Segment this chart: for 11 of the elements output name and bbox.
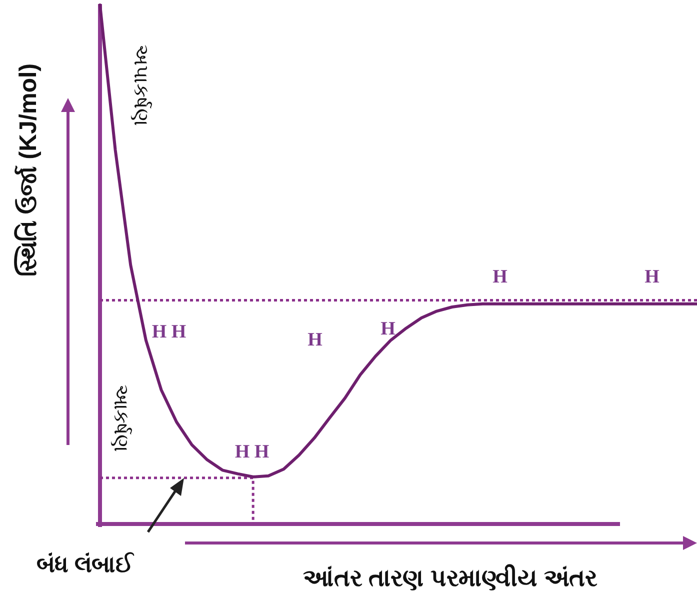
annotation: H <box>492 266 508 288</box>
annotation: આકર્ષણ <box>110 384 133 452</box>
annotation: H <box>380 318 396 340</box>
annotation: H H <box>152 321 186 342</box>
x-axis-title: આંતર તારણ પરમાણ્વીય અંતર <box>302 565 598 592</box>
ref-line-label: બંધ લંબાઈ <box>36 551 135 577</box>
annotation: H <box>308 329 323 350</box>
y-axis-title: સ્થિતિ ઉર્જા (KJ/mol) <box>14 63 42 277</box>
annotation: અપાકર્ષણ <box>130 44 153 126</box>
annotation: H <box>644 266 660 288</box>
annotation: H H <box>234 441 270 462</box>
